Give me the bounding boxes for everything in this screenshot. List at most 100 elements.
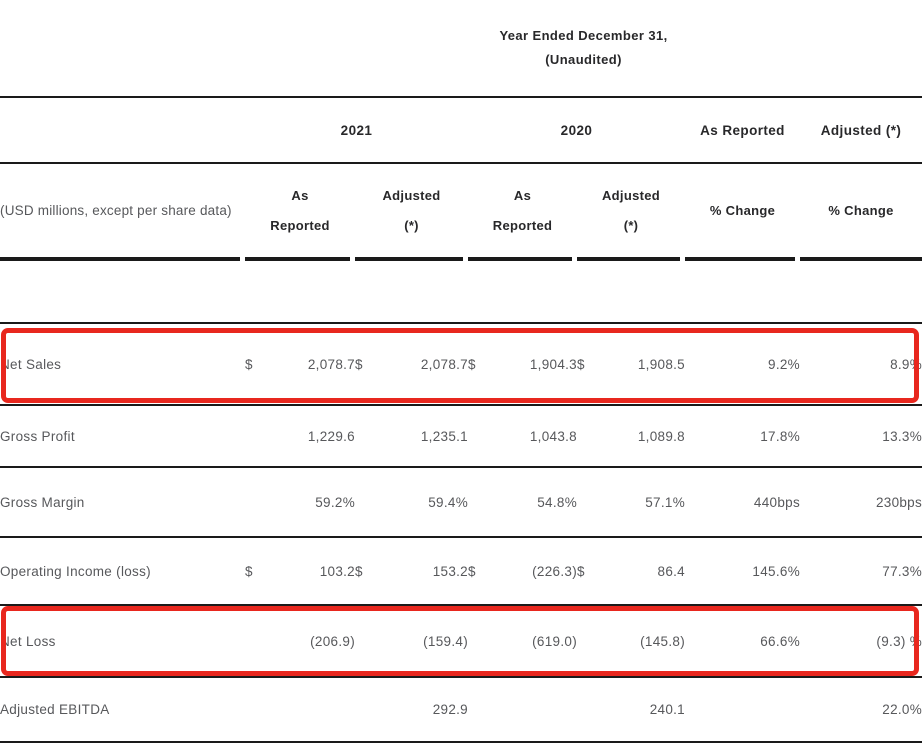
value-2020-adjusted: 1,908.5 bbox=[607, 323, 685, 406]
value-2021-as-reported: 2,078.7 bbox=[275, 323, 355, 406]
dollar-sign: $ bbox=[577, 323, 607, 406]
dollar-sign bbox=[468, 605, 498, 678]
subheader-pct-change-adjusted: % Change bbox=[828, 202, 894, 218]
table-row-gross-margin: Gross Margin 59.2% 59.4% 54.8% 57.1% 440… bbox=[0, 467, 922, 538]
dollar-sign: $ bbox=[355, 323, 385, 406]
value-2020-as-reported: 54.8% bbox=[498, 467, 577, 538]
value-2021-adjusted: 153.2 bbox=[385, 537, 468, 606]
table-row-adjusted-ebitda: Adjusted EBITDA 292.9 240.1 22.0% bbox=[0, 677, 922, 743]
dollar-sign bbox=[468, 677, 498, 743]
dollar-sign bbox=[355, 677, 385, 743]
header-rule-segment bbox=[800, 257, 922, 261]
row-label: Net Sales bbox=[0, 323, 245, 406]
dollar-sign bbox=[355, 467, 385, 538]
value-2020-as-reported: 1,904.3 bbox=[498, 323, 577, 406]
pct-change-as-reported: 9.2% bbox=[685, 323, 800, 406]
value-2021-adjusted: 1,235.1 bbox=[385, 405, 468, 468]
subheader-2020-adjusted: Adjusted (*) bbox=[601, 187, 660, 233]
pct-change-adjusted: 230bps bbox=[800, 467, 922, 538]
change-header-adjusted: Adjusted (*) bbox=[800, 97, 922, 164]
dollar-sign bbox=[577, 467, 607, 538]
row-label: Adjusted EBITDA bbox=[0, 677, 245, 743]
pct-change-adjusted: 77.3% bbox=[800, 537, 922, 606]
dollar-sign bbox=[468, 405, 498, 468]
table-row-gross-profit: Gross Profit 1,229.6 1,235.1 1,043.8 1,0… bbox=[0, 405, 922, 468]
value-2021-adjusted: 292.9 bbox=[385, 677, 468, 743]
title-row: Year Ended December 31, (Unaudited) bbox=[0, 0, 922, 98]
dollar-sign bbox=[355, 405, 385, 468]
value-2020-as-reported: (619.0) bbox=[498, 605, 577, 678]
dollar-sign bbox=[245, 677, 275, 743]
pct-change-adjusted: 22.0% bbox=[800, 677, 922, 743]
dollar-sign: $ bbox=[577, 537, 607, 606]
subheader-row: (USD millions, except per share data) As… bbox=[0, 163, 922, 257]
pct-change-as-reported: 440bps bbox=[685, 467, 800, 538]
dollar-sign bbox=[577, 605, 607, 678]
value-2020-as-reported: (226.3) bbox=[498, 537, 577, 606]
row-label: Operating Income (loss) bbox=[0, 537, 245, 606]
value-2020-adjusted: (145.8) bbox=[607, 605, 685, 678]
value-2021-as-reported: (206.9) bbox=[275, 605, 355, 678]
units-note: (USD millions, except per share data) bbox=[0, 202, 232, 218]
value-2021-adjusted: 2,078.7 bbox=[385, 323, 468, 406]
pct-change-adjusted: 8.9% bbox=[800, 323, 922, 406]
value-2021-adjusted: 59.4% bbox=[385, 467, 468, 538]
header-rule-segment bbox=[245, 257, 350, 261]
title-line-1: Year Ended December 31, bbox=[499, 28, 668, 43]
value-2020-as-reported bbox=[498, 677, 577, 743]
header-rule-row bbox=[0, 257, 922, 261]
value-2021-as-reported: 103.2 bbox=[275, 537, 355, 606]
title-line-2: (Unaudited) bbox=[545, 52, 622, 67]
dollar-sign bbox=[355, 605, 385, 678]
dollar-sign bbox=[577, 405, 607, 468]
header-rule-segment bbox=[468, 257, 572, 261]
value-2020-adjusted: 240.1 bbox=[607, 677, 685, 743]
pct-change-as-reported: 66.6% bbox=[685, 605, 800, 678]
header-rule-segment bbox=[577, 257, 680, 261]
value-2020-adjusted: 1,089.8 bbox=[607, 405, 685, 468]
dollar-sign bbox=[245, 605, 275, 678]
title-row-left-spacer bbox=[0, 0, 245, 98]
value-2021-adjusted: (159.4) bbox=[385, 605, 468, 678]
table-row-net-loss: Net Loss (206.9) (159.4) (619.0) (145.8)… bbox=[0, 605, 922, 678]
subheader-pct-change-as-reported: % Change bbox=[709, 202, 776, 218]
dollar-sign: $ bbox=[468, 537, 498, 606]
pct-change-adjusted: 13.3% bbox=[800, 405, 922, 468]
dollar-sign bbox=[468, 467, 498, 538]
value-2021-as-reported: 59.2% bbox=[275, 467, 355, 538]
dollar-sign bbox=[245, 467, 275, 538]
dollar-sign: $ bbox=[245, 323, 275, 406]
dollar-sign: $ bbox=[355, 537, 385, 606]
header-rule-segment bbox=[355, 257, 463, 261]
pct-change-adjusted: (9.3) % bbox=[800, 605, 922, 678]
row-label: Gross Profit bbox=[0, 405, 245, 468]
table-row-operating-income: Operating Income (loss) $ 103.2 $ 153.2 … bbox=[0, 537, 922, 606]
year-header-2021: 2021 bbox=[245, 97, 468, 164]
pct-change-as-reported bbox=[685, 677, 800, 743]
value-2021-as-reported bbox=[275, 677, 355, 743]
pct-change-as-reported: 145.6% bbox=[685, 537, 800, 606]
subheader-2021-adjusted: Adjusted (*) bbox=[382, 187, 441, 233]
value-2020-adjusted: 57.1% bbox=[607, 467, 685, 538]
value-2020-adjusted: 86.4 bbox=[607, 537, 685, 606]
year-header-2020: 2020 bbox=[468, 97, 685, 164]
year-row-left-spacer bbox=[0, 97, 245, 164]
dollar-sign: $ bbox=[468, 323, 498, 406]
dollar-sign bbox=[245, 405, 275, 468]
row-label: Gross Margin bbox=[0, 467, 245, 538]
change-header-as-reported: As Reported bbox=[685, 97, 800, 164]
dollar-sign: $ bbox=[245, 537, 275, 606]
value-2020-as-reported: 1,043.8 bbox=[498, 405, 577, 468]
header-rule-segment bbox=[0, 257, 240, 261]
spacer-row bbox=[0, 261, 922, 324]
dollar-sign bbox=[577, 677, 607, 743]
subheader-2020-as-reported: As Reported bbox=[492, 187, 553, 233]
table-row-net-sales: Net Sales $ 2,078.7 $ 2,078.7 $ 1,904.3 … bbox=[0, 323, 922, 406]
row-label: Net Loss bbox=[0, 605, 245, 678]
pct-change-as-reported: 17.8% bbox=[685, 405, 800, 468]
header-rule-segment bbox=[685, 257, 795, 261]
subheader-2021-as-reported: As Reported bbox=[270, 187, 330, 233]
value-2021-as-reported: 1,229.6 bbox=[275, 405, 355, 468]
